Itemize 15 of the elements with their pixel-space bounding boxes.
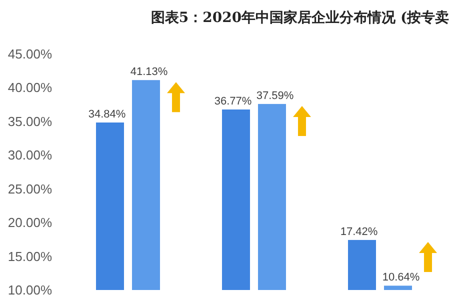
y-tick-label: 20.00%: [8, 215, 52, 230]
data-label: 34.84%: [88, 108, 126, 121]
y-tick-label: 30.00%: [8, 148, 52, 163]
data-label: 41.13%: [130, 66, 168, 78]
data-label: 17.42%: [340, 226, 378, 238]
y-tick-label: 40.00%: [8, 80, 52, 96]
y-tick-label: 35.00%: [8, 114, 52, 129]
y-tick-label: 15.00%: [8, 248, 52, 264]
data-label: 36.77%: [214, 95, 252, 108]
chart-title: 图表5：2020年中国家居企业分布情况 (按专卖: [150, 9, 450, 26]
data-label: 10.64%: [382, 272, 420, 284]
data-label: 37.59%: [256, 90, 294, 102]
y-tick-label: 25.00%: [8, 181, 52, 196]
y-tick-label: 10.00%: [8, 282, 52, 298]
y-tick-label: 45.00%: [8, 46, 52, 62]
